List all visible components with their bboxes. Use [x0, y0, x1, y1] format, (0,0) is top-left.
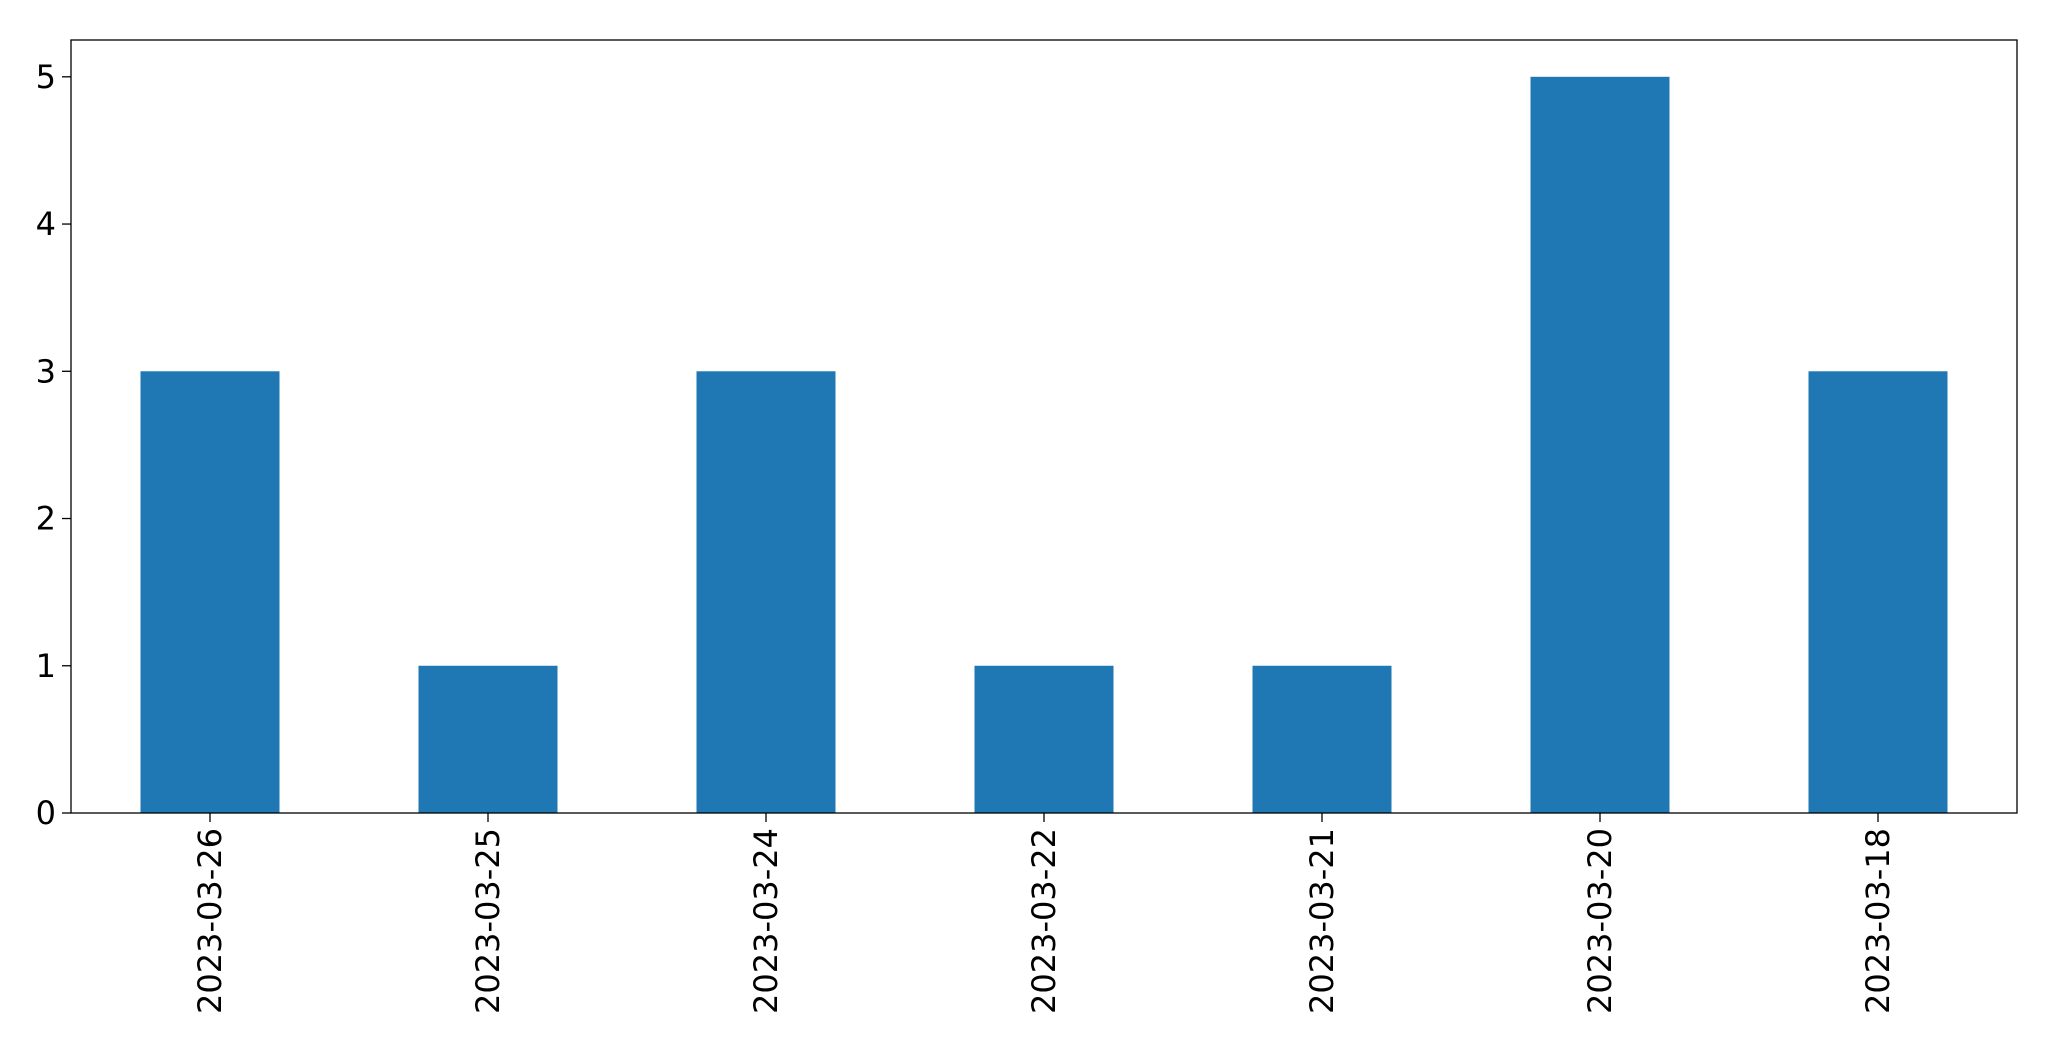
y-tick-label: 1: [36, 647, 56, 685]
x-axis: 2023-03-26 2023-03-25 2023-03-24 2023-03-22…: [191, 813, 1897, 1014]
x-tick-label: 2023-03-21: [1303, 828, 1341, 1014]
plot-frame: [70, 39, 2018, 814]
bar-2023-03-20: [1530, 76, 1670, 814]
y-tick-label: 4: [36, 205, 56, 243]
x-tick-label: 2023-03-18: [1859, 828, 1897, 1014]
bar-2023-03-18: [1808, 371, 1948, 813]
bar-2023-03-26: [140, 371, 280, 813]
bar-2023-03-22: [974, 665, 1114, 813]
bar-2023-03-25: [418, 665, 558, 813]
y-tick-label: 0: [36, 794, 56, 832]
y-axis: 0 1 2 3 4 5: [36, 58, 71, 832]
x-tick-label: 2023-03-25: [469, 828, 507, 1014]
bars-group: [140, 76, 1948, 814]
x-tick-label: 2023-03-22: [1025, 828, 1063, 1014]
bar-2023-03-21: [1252, 665, 1392, 813]
x-tick-label: 2023-03-20: [1581, 828, 1619, 1014]
y-tick-label: 3: [36, 352, 56, 390]
x-tick-label: 2023-03-26: [191, 828, 229, 1014]
y-tick-label: 5: [36, 58, 56, 96]
y-tick-label: 2: [36, 500, 56, 538]
x-tick-label: 2023-03-24: [747, 828, 785, 1014]
bar-2023-03-24: [696, 371, 836, 813]
